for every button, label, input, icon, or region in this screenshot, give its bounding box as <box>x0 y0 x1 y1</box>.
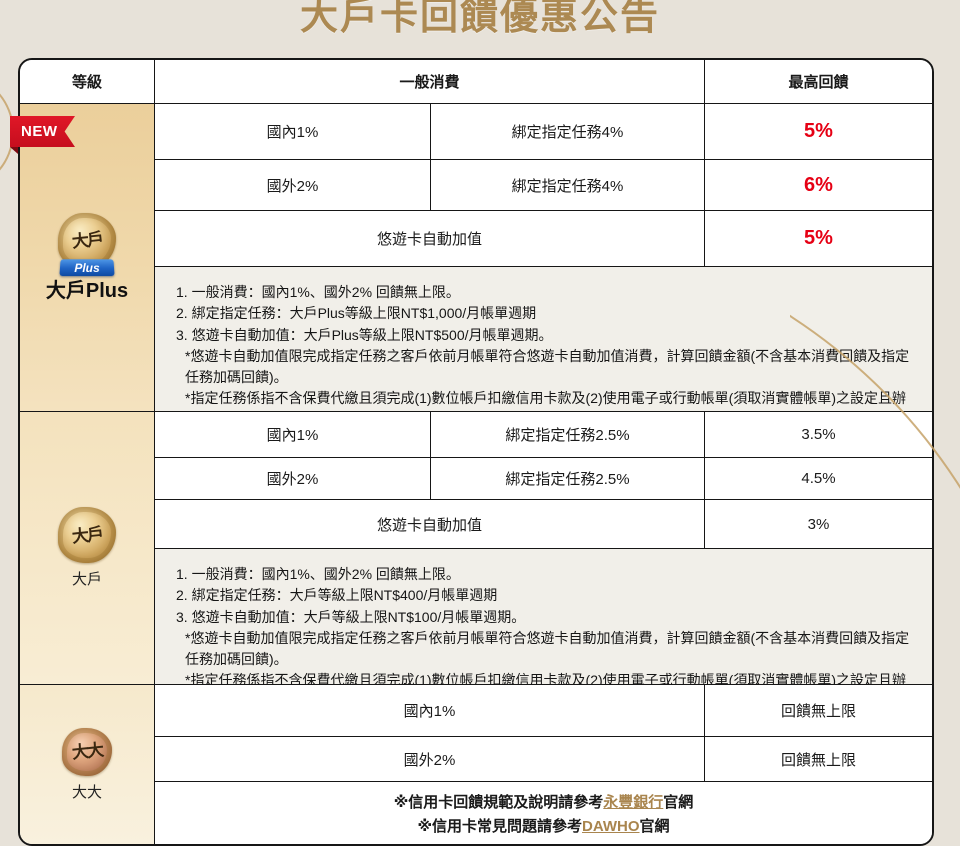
sinopac-bank-link[interactable]: 永豐銀行 <box>603 793 664 811</box>
tier2-notes: 1. 一般消費：國內1%、國外2% 回饋無上限。 2. 綁定指定任務：大戶等級上… <box>155 549 932 710</box>
note-line: 3. 悠遊卡自動加值：大戶等級上限NT$100/月帳單週期。 <box>176 608 526 625</box>
tier1-notes: 1. 一般消費：國內1%、國外2% 回饋無上限。 2. 綁定指定任務：大戶Plu… <box>155 267 932 428</box>
tier1-max-reward: 5% <box>705 211 932 267</box>
header-general-spending: 一般消費 <box>155 60 705 104</box>
tier2-foreign-rate: 國外2% <box>155 458 431 500</box>
tier-name: 大戶Plus <box>45 279 129 302</box>
note-line: 1. 一般消費：國內1%、國外2% 回饋無上限。 <box>176 284 460 300</box>
tier3-max-reward: 回饋無上限 <box>705 737 932 782</box>
new-badge: NEW <box>10 116 75 154</box>
tier2-easycard-topup: 悠遊卡自動加值 <box>155 500 705 549</box>
header-level: 等級 <box>20 60 155 104</box>
footer-text: 官網 <box>663 793 694 811</box>
tier-name: 大戶 <box>71 571 102 588</box>
dawho-plus-seal-icon: 大戶 Plus <box>58 212 116 276</box>
tier-name: 大大 <box>71 783 102 801</box>
tier-dawho-cell: 大戶 大戶 <box>20 412 155 685</box>
dawho-seal-icon: 大戶 <box>58 507 116 563</box>
page-title: 大戶卡回饋優惠公告 <box>299 0 660 38</box>
note-line: 2. 綁定指定任務：大戶Plus等級上限NT$1,000/月帳單週期 <box>176 305 537 322</box>
tier2-task-rate: 綁定指定任務2.5% <box>431 458 705 500</box>
footer-line1: ※信用卡回饋規範及說明請參考永豐銀行官網 <box>394 791 694 812</box>
tier3-foreign-rate: 國外2% <box>155 737 705 782</box>
tier1-task-rate: 綁定指定任務4% <box>431 160 705 211</box>
note-line: *悠遊卡自動加值限完成指定任務之客戶依前月帳單符合悠遊卡自動加值消費，計算回饋金… <box>185 347 910 386</box>
tier3-domestic-rate: 國內1% <box>155 685 705 737</box>
note-line: 2. 綁定指定任務：大戶等級上限NT$400/月帳單週期 <box>176 587 498 604</box>
footer-text: 官網 <box>639 817 670 835</box>
new-badge-label: NEW <box>10 116 75 147</box>
footer-text: ※信用卡常見問題請參考 <box>417 817 583 835</box>
rewards-table: 等級 一般消費 最高回饋 大戶 Plus 大戶Plus 國內1% 綁定指定任務4… <box>18 58 934 846</box>
tier1-easycard-topup: 悠遊卡自動加值 <box>155 211 705 267</box>
tier3-max-reward: 回饋無上限 <box>705 685 932 737</box>
tier-dada-cell: 大大 大大 <box>20 685 155 844</box>
plus-ribbon-icon: Plus <box>59 258 115 276</box>
tier1-domestic-rate: 國內1% <box>155 104 431 160</box>
note-line: *悠遊卡自動加值限完成指定任務之客戶依前月帳單符合悠遊卡自動加值消費，計算回饋金… <box>185 629 910 668</box>
tier-dawho-plus-cell: 大戶 Plus 大戶Plus <box>20 104 155 412</box>
tier2-domestic-rate: 國內1% <box>155 412 431 458</box>
note-line: 1. 一般消費：國內1%、國外2% 回饋無上限。 <box>176 566 460 582</box>
tier1-foreign-rate: 國外2% <box>155 160 431 211</box>
table-footer: ※信用卡回饋規範及說明請參考永豐銀行官網 ※信用卡常見問題請參考DAWHO官網 <box>155 782 932 844</box>
tier2-max-reward: 3.5% <box>705 412 932 458</box>
tier2-max-reward: 3% <box>705 500 932 549</box>
tier2-max-reward: 4.5% <box>705 458 932 500</box>
tier1-task-rate: 綁定指定任務4% <box>431 104 705 160</box>
dawho-site-link[interactable]: DAWHO <box>582 817 640 835</box>
tier2-task-rate: 綁定指定任務2.5% <box>431 412 705 458</box>
tier1-max-reward: 5% <box>705 104 932 160</box>
footer-line2: ※信用卡常見問題請參考DAWHO官網 <box>417 815 669 836</box>
tier1-max-reward: 6% <box>705 160 932 211</box>
footer-text: ※信用卡回饋規範及說明請參考 <box>393 793 604 811</box>
ribbon-fold <box>10 147 18 154</box>
seal-monogram: 大戶 <box>71 523 103 547</box>
seal-monogram: 大戶 <box>71 229 103 252</box>
note-line: 3. 悠遊卡自動加值：大戶Plus等級上限NT$500/月帳單週期。 <box>176 326 553 343</box>
seal-monogram: 大大 <box>71 740 103 763</box>
header-max-reward: 最高回饋 <box>705 60 932 104</box>
dada-seal-icon: 大大 <box>62 727 112 776</box>
